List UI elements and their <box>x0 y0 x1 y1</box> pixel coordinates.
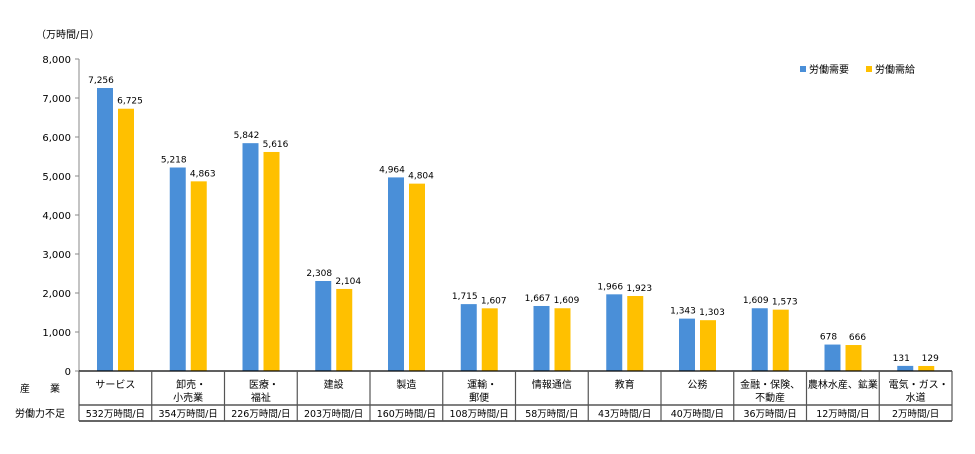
shortage-value: 58万時間/日 <box>525 409 578 420</box>
category-label: 金融・保険、 <box>740 378 800 391</box>
data-label: 1,303 <box>699 308 725 318</box>
bar-supply <box>918 365 935 371</box>
legend-swatch <box>866 66 872 72</box>
bar-demand <box>388 177 404 371</box>
category-label: 製造 <box>396 378 416 391</box>
bar-demand <box>169 167 186 371</box>
category-label: 運輸・ <box>467 378 497 391</box>
bar-demand <box>824 344 841 371</box>
legend-label: 労働需給 <box>875 63 915 76</box>
category-label: 農林水産、鉱業 <box>808 378 878 391</box>
bar-demand <box>751 308 768 371</box>
shortage-value: 108万時間/日 <box>449 409 508 420</box>
y-tick-label: 3,000 <box>42 250 71 261</box>
data-label: 2,104 <box>335 277 361 287</box>
row-label-shortage: 労働力不足 <box>15 407 65 420</box>
y-tick-label: 0 <box>65 367 71 378</box>
data-label: 1,609 <box>554 296 580 306</box>
category-label: 建設 <box>324 378 344 391</box>
category-label: 電気・ガス・ <box>889 378 949 391</box>
bar-demand <box>242 143 259 371</box>
legend-label: 労働需要 <box>809 63 849 76</box>
data-label: 5,616 <box>263 140 289 150</box>
category-label: 公務 <box>687 378 707 391</box>
data-label: 4,964 <box>379 165 405 175</box>
data-label: 6,725 <box>117 97 143 107</box>
shortage-value: 2万時間/日 <box>892 409 939 420</box>
shortage-value: 226万時間/日 <box>231 409 290 420</box>
data-label: 1,667 <box>525 294 551 304</box>
bar-demand <box>460 304 477 371</box>
data-label: 1,607 <box>481 296 507 306</box>
category-label: 卸売・ <box>176 378 206 391</box>
bar-supply <box>409 183 425 371</box>
y-tick-label: 6,000 <box>42 133 71 144</box>
bar-demand <box>679 318 695 371</box>
data-label: 129 <box>922 354 939 364</box>
data-label: 2,308 <box>306 269 332 279</box>
y-tick-label: 5,000 <box>42 172 71 183</box>
bar-supply <box>118 108 134 371</box>
shortage-value: 203万時間/日 <box>304 409 363 420</box>
data-label: 666 <box>849 333 866 343</box>
y-tick-label: 4,000 <box>42 211 71 222</box>
data-label: 1,573 <box>772 298 798 308</box>
data-label: 4,804 <box>408 172 434 182</box>
category-label: 水道 <box>906 391 926 404</box>
bar-supply <box>845 345 862 371</box>
data-label: 1,609 <box>743 296 769 306</box>
data-label: 1,343 <box>670 307 696 317</box>
bar-supply <box>190 181 207 371</box>
y-tick-label: 7,000 <box>42 94 71 105</box>
bar-supply <box>263 151 280 371</box>
category-label: 不動産 <box>755 391 785 404</box>
data-label: 7,256 <box>88 76 114 86</box>
shortage-value: 40万時間/日 <box>671 409 724 420</box>
category-label: 医療・ <box>249 378 279 391</box>
bar-demand <box>897 365 914 371</box>
bar-demand <box>606 294 623 371</box>
category-label: 情報通信 <box>532 378 572 391</box>
y-tick-label: 1,000 <box>42 328 71 339</box>
bar-supply <box>554 308 571 371</box>
data-label: 131 <box>893 354 910 364</box>
y-tick-label: 2,000 <box>42 289 71 300</box>
category-label: 福祉 <box>251 391 271 404</box>
bar-supply <box>772 309 789 371</box>
legend-swatch <box>800 66 806 72</box>
data-label: 4,863 <box>190 169 216 179</box>
data-label: 1,966 <box>597 282 623 292</box>
y-tick-label: 8,000 <box>42 55 71 66</box>
shortage-value: 532万時間/日 <box>86 409 145 420</box>
category-label: サービス <box>95 379 135 391</box>
category-label: 教育 <box>615 378 635 391</box>
bar-supply <box>627 296 644 371</box>
bar-demand <box>533 305 550 371</box>
shortage-value: 36万時間/日 <box>743 409 796 420</box>
category-label: 郵便 <box>469 391 489 404</box>
bar-demand <box>97 88 113 372</box>
shortage-value: 354万時間/日 <box>158 409 217 420</box>
data-label: 5,842 <box>234 131 260 141</box>
unit-label: （万時間/日） <box>36 29 99 41</box>
bar-supply <box>336 288 353 371</box>
row-label-industry: 産 業 <box>20 382 60 395</box>
shortage-value: 160万時間/日 <box>377 409 436 420</box>
shortage-value: 12万時間/日 <box>816 409 869 420</box>
category-label: 小売業 <box>173 391 203 404</box>
data-label: 1,715 <box>452 292 478 302</box>
bar-supply <box>700 320 716 371</box>
shortage-value: 43万時間/日 <box>598 409 651 420</box>
data-label: 1,923 <box>626 284 652 294</box>
bar-supply <box>481 308 498 371</box>
data-label: 5,218 <box>161 155 187 165</box>
bar-demand <box>315 280 332 371</box>
data-label: 678 <box>820 333 837 343</box>
